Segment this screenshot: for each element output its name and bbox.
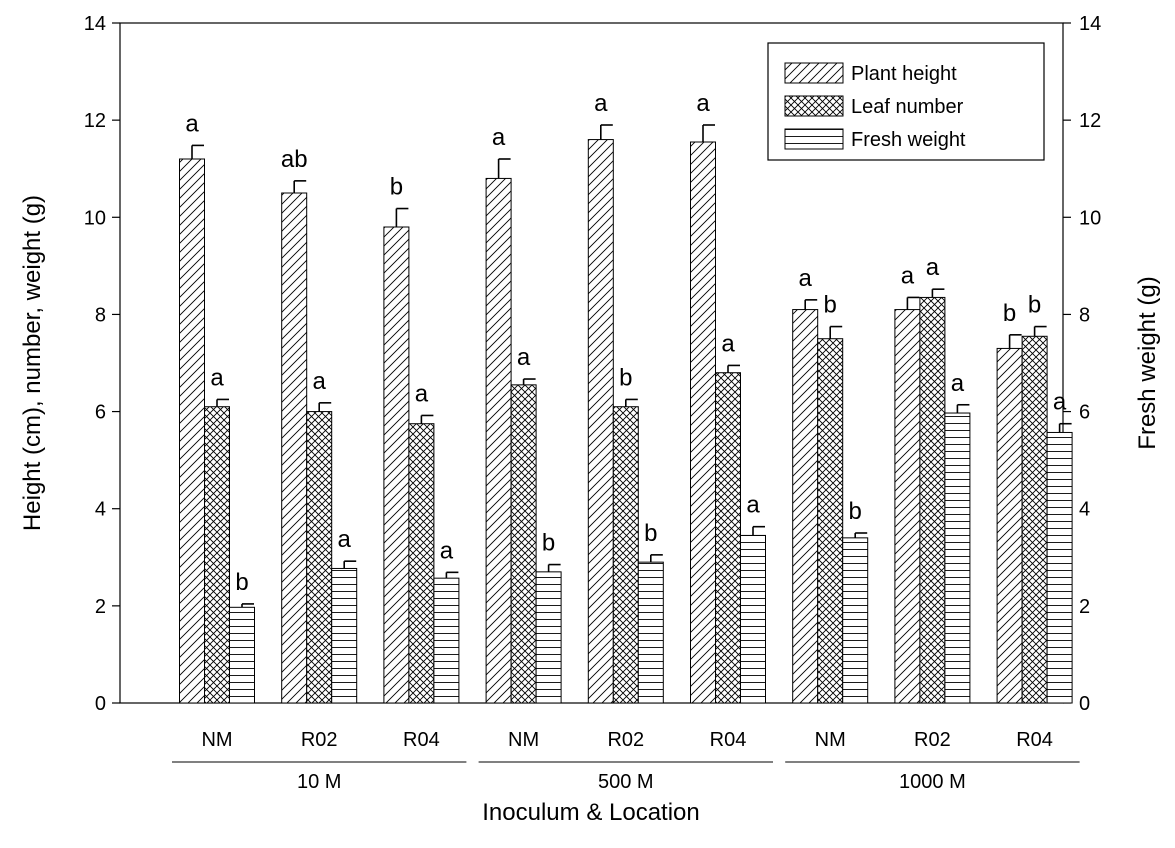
x-group-labels: 10 M 500 M 1000 M <box>172 761 1080 793</box>
y2-tick-label: 12 <box>1079 110 1101 132</box>
legend: Plant height Leaf number Fresh weight <box>767 42 1045 161</box>
x-group-label: 1000 M <box>899 771 966 793</box>
bar-leaf-number <box>817 338 844 704</box>
bar-leaf-number <box>510 384 537 704</box>
bar-plant-height <box>792 309 819 704</box>
significance-letter: b <box>824 292 837 319</box>
significance-letter: b <box>542 530 555 557</box>
y-tick-label: 8 <box>95 304 106 326</box>
bars-layer <box>179 139 1073 704</box>
x-group-label: 10 M <box>297 771 341 793</box>
bar-fresh-weight <box>842 537 869 704</box>
significance-letter: a <box>1053 389 1067 416</box>
y-tick-label: 6 <box>95 402 106 424</box>
x-group-label: 500 M <box>598 771 654 793</box>
significance-letter: a <box>517 344 531 371</box>
x-category-label: R02 <box>607 729 644 751</box>
y-tick-label: 14 <box>84 13 106 35</box>
significance-letter: a <box>185 110 199 137</box>
y-tick-label: 0 <box>95 693 106 715</box>
significance-letter: b <box>1028 292 1041 319</box>
bar-leaf-number <box>919 296 946 704</box>
legend-label-plant-height: Plant height <box>851 63 957 85</box>
bar-fresh-weight <box>944 412 971 704</box>
bar-leaf-number <box>408 423 435 704</box>
significance-letter: b <box>619 364 632 391</box>
bar-plant-height <box>894 309 921 704</box>
y-tick-label: 10 <box>84 207 106 229</box>
bar-plant-height <box>690 141 716 704</box>
y-axis-title: Height (cm), number, weight (g) <box>19 195 46 531</box>
y-tick-label: 12 <box>84 110 106 132</box>
legend-label-fresh-weight: Fresh weight <box>851 129 966 151</box>
y-tick-label: 4 <box>95 499 106 521</box>
x-category-label: NM <box>508 729 539 751</box>
x-category-label: R02 <box>301 729 338 751</box>
bar-leaf-number <box>612 406 639 704</box>
bar-plant-height <box>587 139 614 704</box>
legend-swatch-plant-height <box>784 62 844 84</box>
left-y-axis: 0 2 4 6 8 10 12 14 <box>84 13 120 715</box>
x-axis-title: Inoculum & Location <box>482 799 699 826</box>
bar-leaf-number <box>1021 335 1048 704</box>
significance-letter: a <box>210 364 224 391</box>
y2-tick-label: 8 <box>1079 304 1090 326</box>
bar-fresh-weight <box>433 577 460 704</box>
significance-letter: a <box>415 380 429 407</box>
significance-letter: a <box>440 537 454 564</box>
significance-letter: a <box>951 370 965 397</box>
x-category-label: NM <box>815 729 846 751</box>
y2-tick-label: 0 <box>1079 693 1090 715</box>
bar-fresh-weight <box>637 561 664 704</box>
y2-tick-label: 6 <box>1079 402 1090 424</box>
y2-tick-label: 14 <box>1079 13 1101 35</box>
bar-fresh-weight <box>229 606 255 704</box>
significance-letter: ab <box>281 146 308 173</box>
y2-axis-title: Fresh weight (g) <box>1134 276 1161 449</box>
x-category-label: R04 <box>710 729 747 751</box>
bar-fresh-weight <box>740 534 766 704</box>
bar-plant-height <box>996 347 1023 704</box>
bar-leaf-number <box>204 406 230 704</box>
significance-letter: a <box>901 262 915 289</box>
significance-letter: a <box>799 265 813 292</box>
x-category-label: R04 <box>403 729 440 751</box>
significance-letter: a <box>492 124 506 151</box>
y2-tick-label: 2 <box>1079 596 1090 618</box>
significance-letter: a <box>926 254 940 281</box>
x-category-labels: NM R02 R04 NM R02 R04 NM R02 R04 <box>201 729 1053 751</box>
bar-plant-height <box>383 226 410 704</box>
bar-leaf-number <box>715 372 741 704</box>
significance-letter: a <box>746 492 760 519</box>
bar-fresh-weight <box>1046 431 1073 704</box>
error-bars-layer <box>191 124 1072 608</box>
bar-leaf-number <box>306 411 333 704</box>
significance-letter: b <box>390 174 403 201</box>
significance-letter: a <box>721 330 735 357</box>
bar-fresh-weight <box>331 567 358 704</box>
legend-swatch-leaf-number <box>784 95 844 117</box>
legend-swatch-fresh-weight <box>784 128 844 150</box>
significance-letter: a <box>338 526 352 553</box>
bar-fresh-weight <box>535 571 562 704</box>
y-tick-label: 2 <box>95 596 106 618</box>
bar-plant-height <box>179 158 205 704</box>
x-category-label: NM <box>201 729 232 751</box>
significance-letter: a <box>696 90 710 117</box>
x-category-label: R04 <box>1016 729 1053 751</box>
bar-plant-height <box>281 192 308 704</box>
significance-letter: a <box>594 90 608 117</box>
bar-plant-height <box>485 177 512 704</box>
significance-letter: b <box>1003 300 1016 327</box>
significance-letter: b <box>644 520 657 547</box>
y2-tick-label: 4 <box>1079 499 1090 521</box>
legend-label-leaf-number: Leaf number <box>851 96 964 118</box>
x-category-label: R02 <box>914 729 951 751</box>
significance-letter: b <box>235 569 248 596</box>
y2-tick-label: 10 <box>1079 207 1101 229</box>
significance-letter: b <box>849 498 862 525</box>
significance-letter: a <box>313 368 327 395</box>
